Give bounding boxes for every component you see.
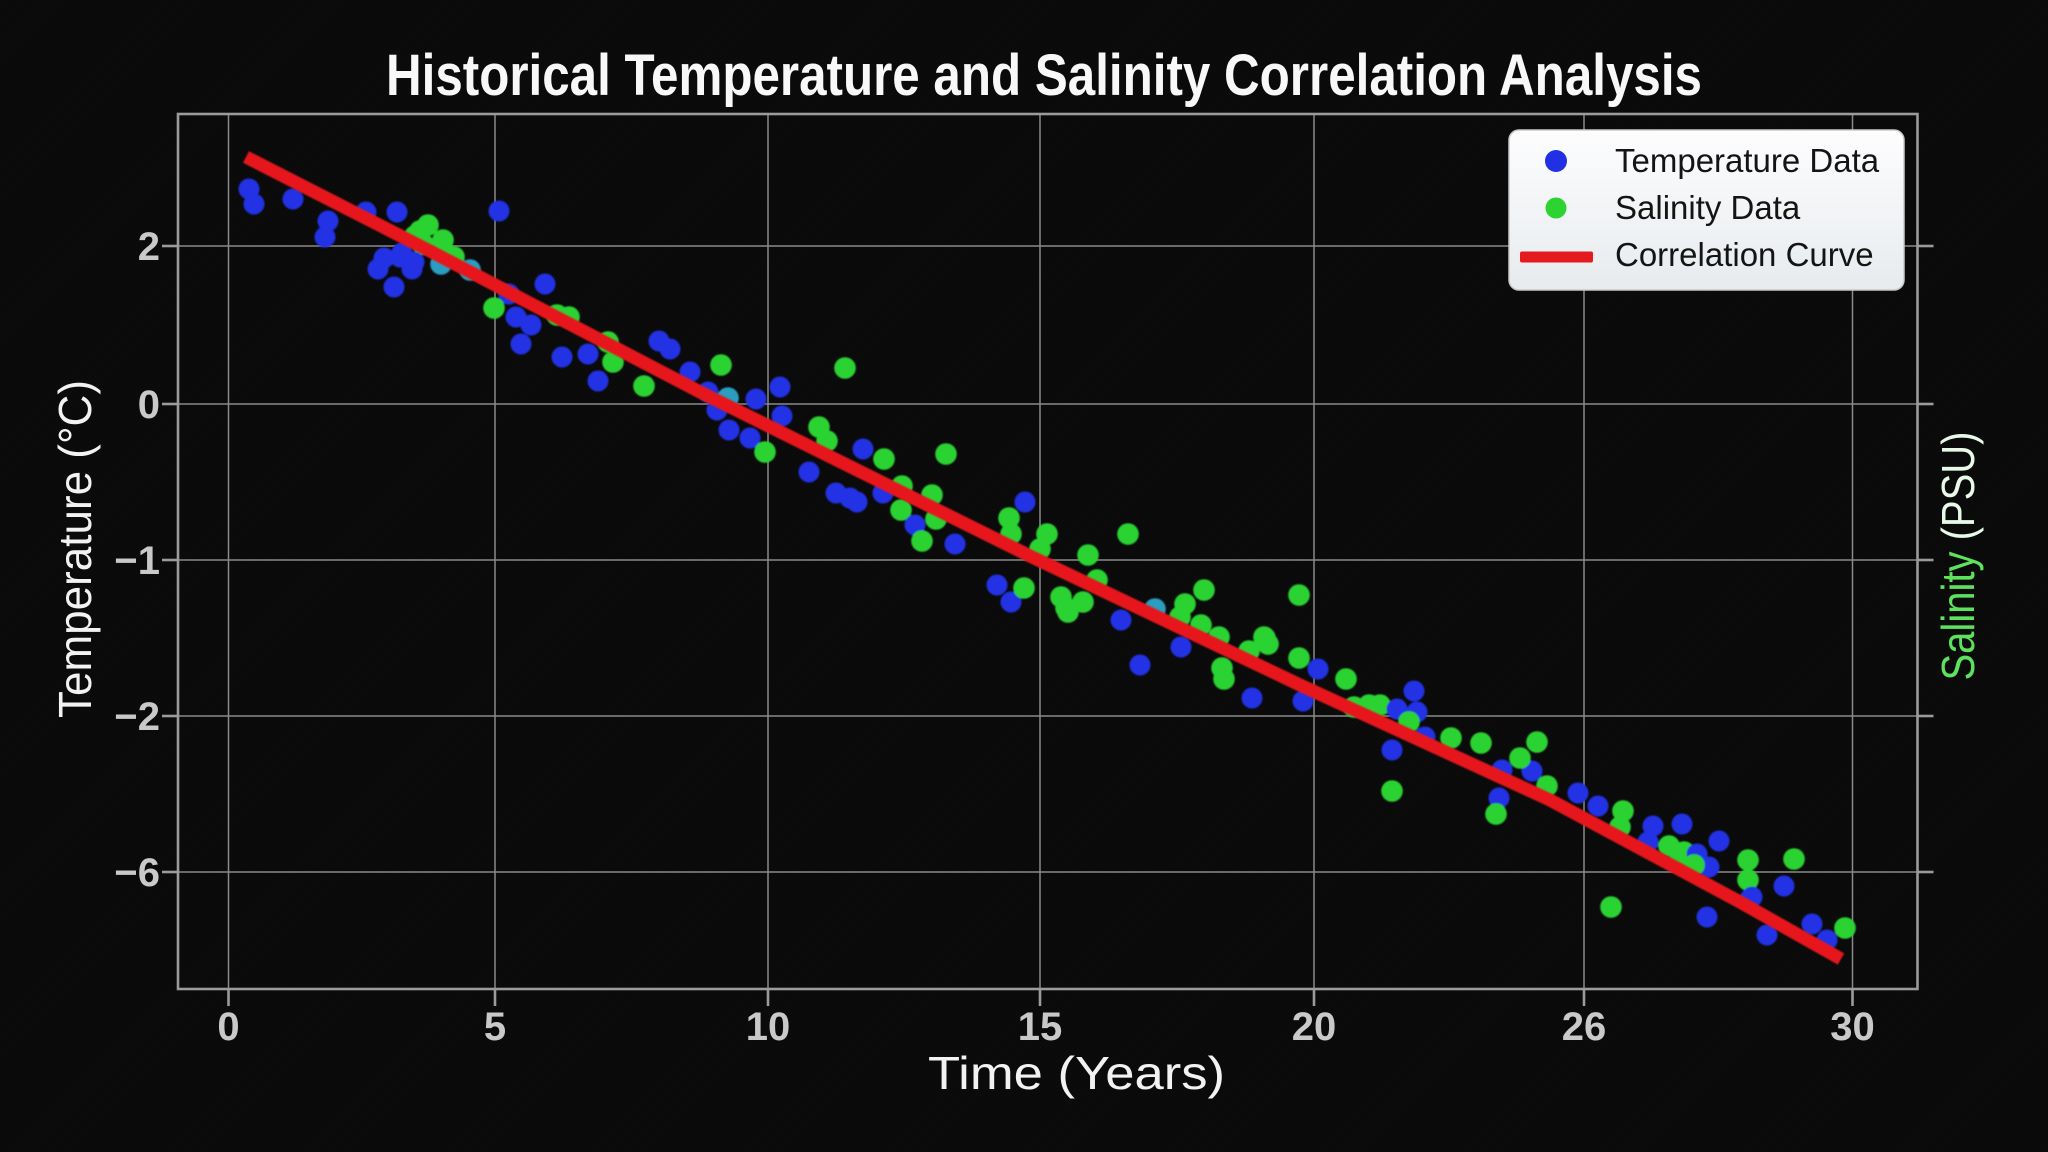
svg-text:20: 20 bbox=[1292, 1005, 1337, 1049]
svg-text:26: 26 bbox=[1562, 1005, 1607, 1049]
svg-text:15: 15 bbox=[1018, 1005, 1063, 1049]
svg-text:Temperature Data: Temperature Data bbox=[1615, 142, 1880, 179]
svg-text:Time (Years): Time (Years) bbox=[928, 1047, 1225, 1099]
svg-text:2: 2 bbox=[138, 225, 160, 269]
svg-text:0: 0 bbox=[138, 383, 160, 427]
svg-text:Temperature (°C): Temperature (°C) bbox=[49, 380, 101, 718]
svg-text:Correlation Curve: Correlation Curve bbox=[1615, 236, 1874, 273]
svg-text:−2: −2 bbox=[114, 695, 160, 739]
svg-text:Historical Temperature and Sal: Historical Temperature and Salinity Corr… bbox=[386, 43, 1702, 108]
svg-text:Salinity Data: Salinity Data bbox=[1615, 189, 1801, 226]
svg-text:−6: −6 bbox=[114, 851, 160, 895]
svg-text:5: 5 bbox=[484, 1005, 506, 1049]
svg-text:10: 10 bbox=[746, 1005, 791, 1049]
svg-text:0: 0 bbox=[217, 1005, 239, 1049]
svg-text:Salinity (PSU): Salinity (PSU) bbox=[1932, 432, 1984, 681]
svg-text:30: 30 bbox=[1830, 1005, 1875, 1049]
svg-text:−1: −1 bbox=[114, 539, 160, 583]
